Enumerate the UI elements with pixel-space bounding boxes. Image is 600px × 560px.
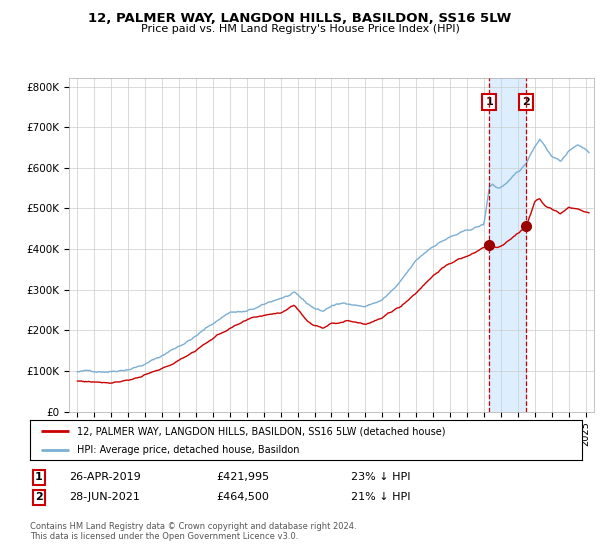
Text: 12, PALMER WAY, LANGDON HILLS, BASILDON, SS16 5LW (detached house): 12, PALMER WAY, LANGDON HILLS, BASILDON,… bbox=[77, 426, 445, 436]
Text: 21% ↓ HPI: 21% ↓ HPI bbox=[351, 492, 410, 502]
Text: £464,500: £464,500 bbox=[216, 492, 269, 502]
Text: £421,995: £421,995 bbox=[216, 472, 269, 482]
Text: 12, PALMER WAY, LANGDON HILLS, BASILDON, SS16 5LW: 12, PALMER WAY, LANGDON HILLS, BASILDON,… bbox=[88, 12, 512, 25]
Text: 2: 2 bbox=[35, 492, 43, 502]
Text: 1: 1 bbox=[485, 97, 493, 107]
Text: HPI: Average price, detached house, Basildon: HPI: Average price, detached house, Basi… bbox=[77, 445, 299, 455]
Text: 26-APR-2019: 26-APR-2019 bbox=[69, 472, 141, 482]
Text: 2: 2 bbox=[522, 97, 530, 107]
Text: Price paid vs. HM Land Registry's House Price Index (HPI): Price paid vs. HM Land Registry's House … bbox=[140, 24, 460, 34]
Text: 1: 1 bbox=[35, 472, 43, 482]
Bar bbox=[490, 78, 526, 412]
Text: Contains HM Land Registry data © Crown copyright and database right 2024.
This d: Contains HM Land Registry data © Crown c… bbox=[30, 522, 356, 542]
Text: 23% ↓ HPI: 23% ↓ HPI bbox=[351, 472, 410, 482]
Text: 28-JUN-2021: 28-JUN-2021 bbox=[69, 492, 140, 502]
